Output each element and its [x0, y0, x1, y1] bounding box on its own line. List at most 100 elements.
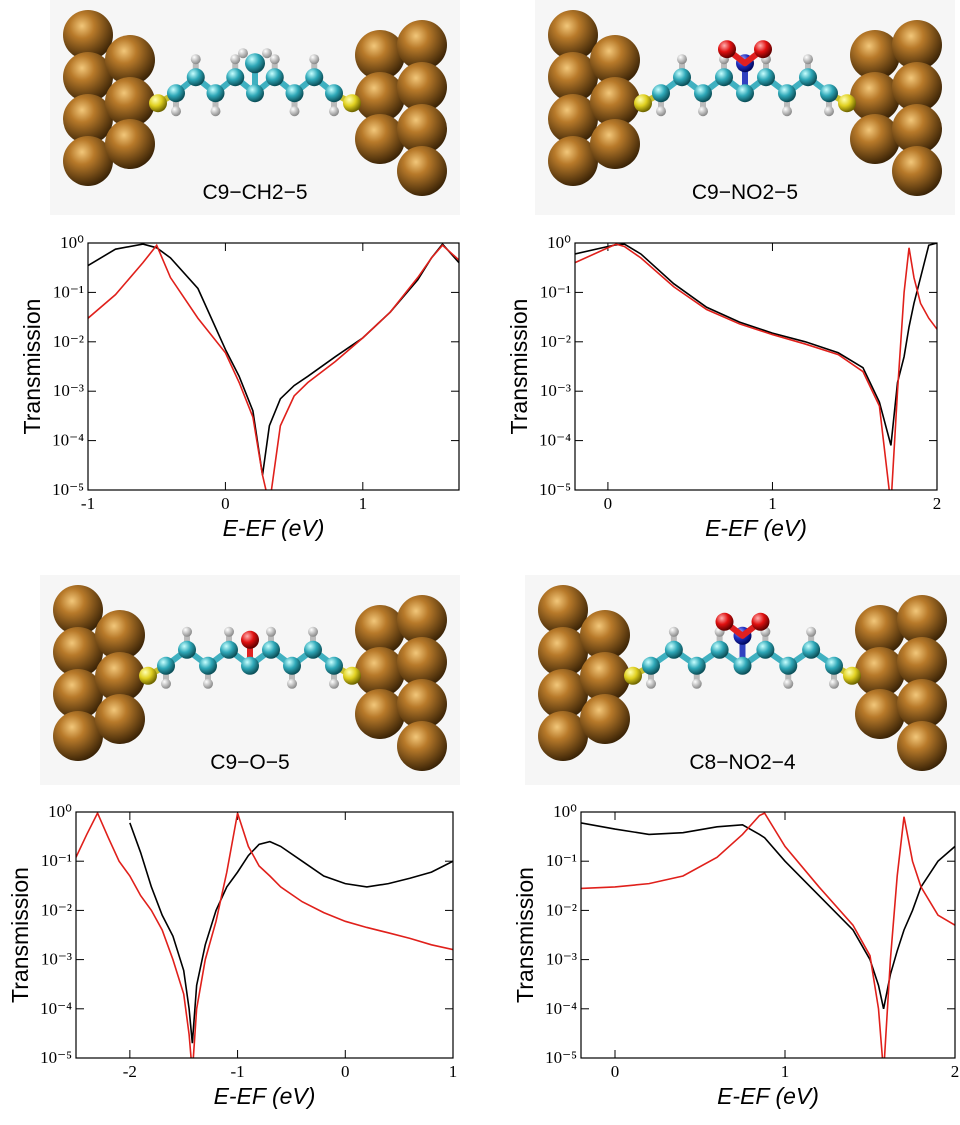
- sulfur-atom: [634, 94, 652, 113]
- gold-atom: [850, 72, 900, 122]
- y-tick-label: 10⁰: [60, 233, 84, 252]
- gold-atom: [53, 627, 103, 677]
- molecule-caption: C9−CH2−5: [202, 181, 307, 204]
- gold-atom: [548, 10, 598, 60]
- hydrogen-atom: [182, 626, 192, 637]
- sulfur-atom: [149, 94, 167, 113]
- gold-atom: [355, 605, 405, 655]
- hydrogen-atom: [224, 626, 234, 637]
- plot-frame: [580, 811, 956, 1059]
- gold-atom: [397, 721, 447, 771]
- carbon-atom: [736, 84, 754, 103]
- hydrogen-atom: [238, 48, 248, 59]
- gold-atom: [53, 585, 103, 635]
- carbon-atom: [325, 656, 343, 675]
- y-tick-label: 10⁻²: [546, 900, 577, 919]
- gold-atom: [855, 647, 905, 697]
- gold-atom: [63, 94, 113, 144]
- carbon-atom: [226, 68, 245, 87]
- y-tick-label: 10⁻²: [53, 332, 84, 351]
- y-tick-label: 10⁻¹: [53, 282, 84, 301]
- x-tick-label: 2: [951, 1062, 960, 1081]
- hydrogen-atom: [782, 106, 792, 117]
- gold-atom: [892, 62, 942, 112]
- gold-atom: [63, 10, 113, 60]
- gold-atom: [355, 647, 405, 697]
- series-line: [88, 243, 459, 476]
- oxygen-atom: [754, 40, 772, 59]
- carbon-atom: [285, 84, 304, 103]
- gold-atom: [590, 77, 640, 127]
- plot-frame: [75, 811, 454, 1059]
- x-tick-label: 1: [449, 1062, 458, 1081]
- y-tick-label: 10⁻⁵: [40, 1048, 72, 1067]
- carbon-atom: [199, 656, 217, 675]
- carbon-atom: [265, 68, 284, 87]
- gold-atom: [855, 689, 905, 739]
- gold-atom: [397, 20, 447, 70]
- gold-atom: [855, 605, 905, 655]
- oxygen-atom: [751, 612, 770, 631]
- y-tick-label: 10⁻³: [540, 381, 571, 400]
- x-tick-label: 1: [768, 494, 777, 513]
- series-line: [575, 243, 937, 446]
- hydrogen-atom: [698, 106, 708, 117]
- plot-frame: [574, 242, 938, 491]
- x-tick-label: 0: [341, 1062, 350, 1081]
- hydrogen-atom: [230, 54, 241, 65]
- carbon-atom: [305, 68, 324, 87]
- gold-atom: [892, 146, 942, 196]
- y-tick-label: 10⁻⁴: [52, 431, 84, 450]
- sulfur-atom: [838, 94, 856, 113]
- molecule-caption: C8−NO2−4: [689, 751, 796, 774]
- y-axis-label: Transmission: [19, 299, 45, 435]
- hydrogen-atom: [210, 106, 221, 117]
- gold-atom: [897, 679, 947, 729]
- gold-atom: [897, 595, 947, 645]
- carbon-atom: [220, 640, 238, 659]
- oxygen-atom: [715, 612, 734, 631]
- hydrogen-atom: [803, 54, 813, 65]
- gold-atom: [897, 637, 947, 687]
- gold-atom: [105, 119, 155, 169]
- sulfur-atom: [624, 666, 642, 685]
- y-tick-label: 10⁻⁴: [545, 999, 577, 1018]
- y-tick-label: 10⁰: [48, 802, 72, 821]
- carbon-atom: [186, 68, 205, 87]
- gold-atom: [590, 119, 640, 169]
- hydrogen-atom: [691, 678, 702, 689]
- gold-atom: [397, 104, 447, 154]
- hydrogen-atom: [677, 54, 687, 65]
- carbon-atom: [778, 84, 796, 103]
- carbon-atom: [802, 640, 821, 659]
- series-line: [129, 822, 453, 1044]
- carbon-atom: [262, 640, 280, 659]
- series-line: [575, 243, 937, 490]
- hydrogen-atom: [203, 678, 213, 689]
- y-tick-label: 10⁻⁵: [52, 480, 84, 499]
- y-tick-label: 10⁻¹: [546, 851, 577, 870]
- carbon-atom: [825, 656, 843, 675]
- hydrogen-atom: [824, 106, 834, 117]
- y-axis-label: Transmission: [506, 299, 532, 435]
- hydrogen-atom: [829, 678, 839, 689]
- gold-atom: [355, 72, 405, 122]
- oxygen-atom: [718, 40, 736, 59]
- hydrogen-atom: [309, 54, 320, 65]
- y-tick-label: 10⁻⁴: [539, 431, 571, 450]
- sulfur-atom: [139, 666, 157, 685]
- carbon-atom: [304, 640, 322, 659]
- carbon-atom: [664, 640, 683, 659]
- molecule-caption: C9−O−5: [210, 751, 289, 774]
- gold-atom: [850, 114, 900, 164]
- gold-atom: [95, 610, 145, 660]
- x-tick-label: -1: [230, 1062, 244, 1081]
- x-axis-label: E-EF (eV): [223, 515, 325, 541]
- molecule-caption: C9−NO2−5: [692, 181, 798, 204]
- carbon-atom: [178, 640, 196, 659]
- series-line: [581, 812, 955, 1058]
- gold-atom: [580, 610, 630, 660]
- y-tick-label: 10⁻³: [41, 950, 72, 969]
- gold-atom: [397, 679, 447, 729]
- y-tick-label: 10⁻⁵: [539, 480, 571, 499]
